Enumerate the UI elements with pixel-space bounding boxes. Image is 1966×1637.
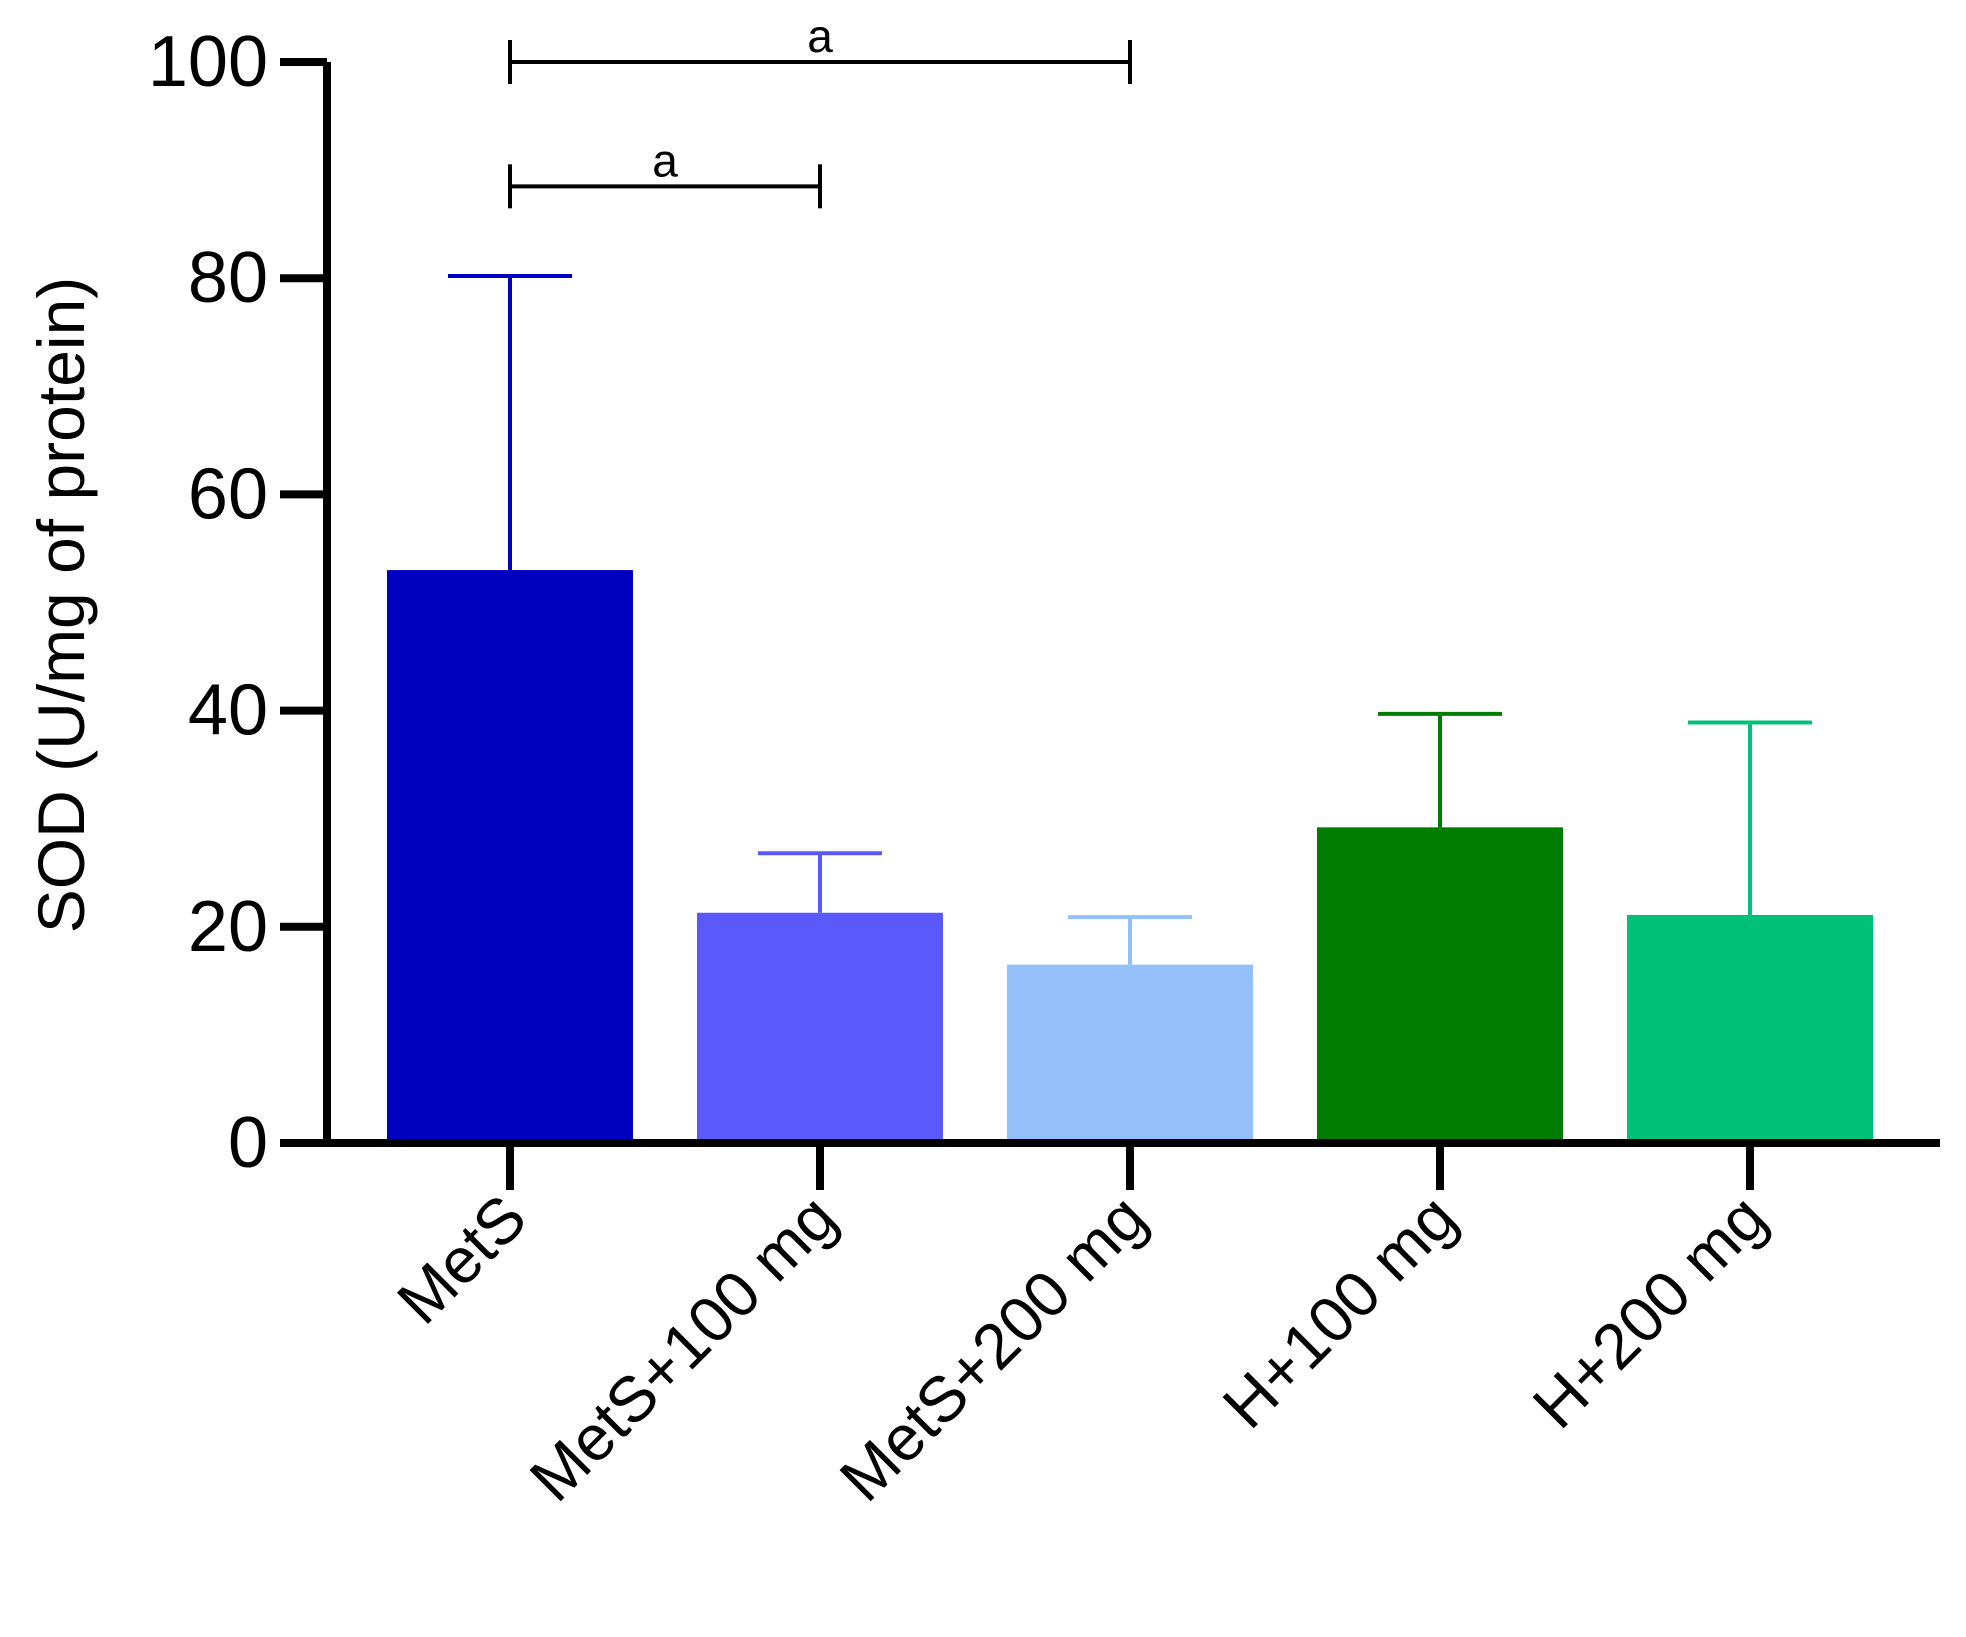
x-category-label-3: MetS+200 mg	[826, 1181, 1160, 1515]
error-bars-layer	[448, 274, 1812, 965]
y-tick-label-5: 80	[188, 238, 268, 318]
y-tick-label-2: 20	[188, 887, 268, 967]
bars-layer	[387, 570, 1873, 1143]
y-ticks-layer: 0 20 40 60 80 100	[148, 22, 327, 1183]
bar-3	[1007, 964, 1253, 1143]
y-tick-label-4: 60	[188, 454, 268, 534]
bar-4	[1317, 827, 1563, 1143]
y-tick-label-6: 100	[148, 22, 268, 102]
x-category-label-4: H+100 mg	[1209, 1181, 1470, 1442]
significance-layer: aa	[508, 10, 1132, 209]
bar-5	[1627, 914, 1873, 1143]
y-tick-label-1: 0	[228, 1103, 268, 1183]
y-tick-label-3: 40	[188, 671, 268, 751]
bar-2	[697, 912, 943, 1143]
significance-label-1: a	[807, 10, 833, 62]
x-category-label-1: MetS	[383, 1181, 540, 1338]
significance-label-2: a	[652, 134, 678, 186]
x-category-label-2: MetS+100 mg	[516, 1181, 850, 1515]
y-axis-title: SOD (U/mg of protein)	[24, 277, 98, 934]
bar-1	[387, 570, 633, 1143]
x-category-label-5: H+200 mg	[1519, 1181, 1780, 1442]
